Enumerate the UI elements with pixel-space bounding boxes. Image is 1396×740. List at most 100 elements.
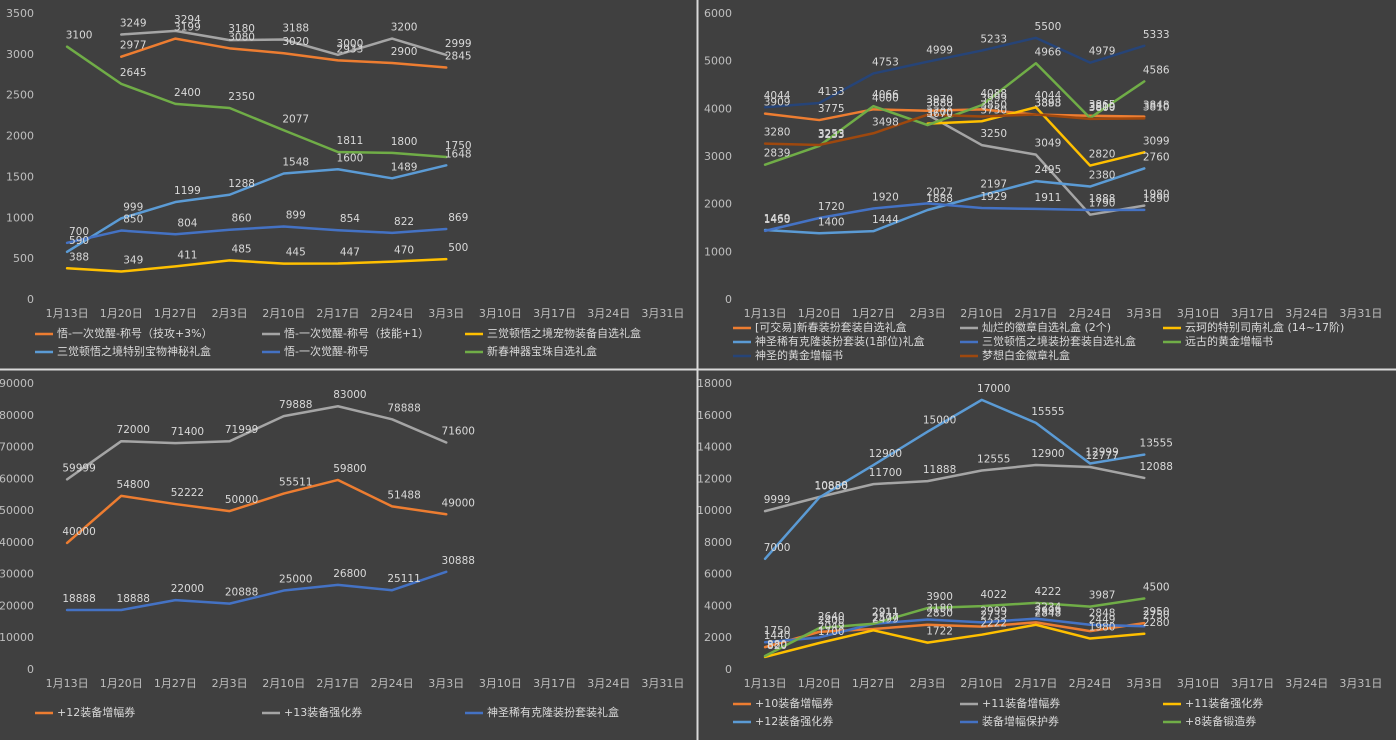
y-tick-label: 2000: [704, 631, 732, 644]
data-label: 3750: [980, 104, 1007, 116]
x-tick-label: 2月17日: [1014, 307, 1057, 320]
x-tick-label: 2月10日: [262, 677, 305, 690]
data-label: 5333: [1143, 29, 1170, 41]
data-label: 1600: [337, 152, 364, 164]
x-tick-label: 2月17日: [1014, 677, 1057, 690]
y-tick-label: 10000: [697, 504, 732, 517]
data-label: 3049: [1035, 138, 1062, 150]
x-tick-label: 3月31日: [641, 307, 684, 320]
y-tick-label: 1500: [6, 170, 34, 183]
series-line: [763, 621, 1146, 649]
data-label: 7000: [764, 542, 791, 554]
data-label: 12900: [869, 448, 902, 460]
series-line: [120, 37, 448, 69]
data-label: 3850: [980, 99, 1007, 111]
y-tick-label: 0: [27, 293, 34, 306]
legend-label: 三觉顿悟之境特别宝物神秘礼盒: [57, 344, 211, 358]
data-label: 2400: [818, 615, 845, 627]
data-label: 1980: [1143, 189, 1170, 201]
legend-label: 悟-一次觉醒-称号: [284, 344, 369, 358]
legend-label: 远古的黄金增幅书: [1185, 334, 1273, 348]
x-tick-label: 1月27日: [852, 307, 895, 320]
y-tick-label: 1000: [704, 245, 732, 258]
data-label: 4088: [980, 88, 1007, 100]
x-tick-label: 2月24日: [1069, 307, 1112, 320]
y-tick-label: 80000: [0, 409, 34, 422]
series-line: [763, 597, 1146, 658]
data-label: 2845: [445, 51, 472, 63]
data-label: 1800: [391, 136, 418, 148]
legend-label: 神圣的黄金增幅书: [755, 348, 843, 362]
y-tick-label: 50000: [0, 504, 34, 517]
data-label: 4586: [1143, 64, 1170, 76]
x-tick-label: 1月20日: [798, 307, 841, 320]
data-label: 2950: [1143, 606, 1170, 618]
data-label: 4000: [872, 92, 899, 104]
chart-panel: 0 2000 4000 6000 8000 10000 12000 14000 16000 180…: [697, 377, 1382, 728]
data-label: 1444: [872, 214, 899, 226]
data-label: 11700: [869, 467, 902, 479]
data-label: 3250: [980, 128, 1007, 140]
data-label: 50000: [225, 494, 258, 506]
data-label: 12088: [1140, 461, 1173, 473]
data-label: 79888: [279, 399, 312, 411]
data-label: 3810: [1143, 101, 1170, 113]
data-label: 2222: [980, 618, 1007, 630]
data-label: 52222: [171, 487, 204, 499]
y-tick-label: 6000: [704, 7, 732, 20]
y-tick-label: 1000: [6, 211, 34, 224]
series-line: [763, 398, 1146, 561]
data-label: 2820: [1089, 149, 1116, 161]
data-label: 1888: [1089, 193, 1116, 205]
data-label: 3180: [228, 23, 255, 35]
x-tick-label: 2月3日: [910, 307, 946, 320]
data-label: 2449: [1089, 614, 1116, 626]
series-line: [65, 225, 448, 245]
y-tick-label: 4000: [704, 102, 732, 115]
data-label: 2380: [1089, 170, 1116, 182]
data-label: 590: [69, 235, 89, 247]
data-label: 3888: [926, 98, 953, 110]
y-tick-label: 2000: [6, 130, 34, 143]
legend-label: +12装备强化券: [755, 714, 833, 728]
data-label: 349: [123, 254, 143, 266]
data-label: 25000: [279, 574, 312, 586]
data-label: 3848: [1143, 100, 1170, 112]
data-label: 2733: [980, 610, 1007, 622]
data-label: 12555: [977, 454, 1010, 466]
data-label: 3000: [337, 38, 364, 50]
data-label: 72000: [117, 424, 150, 436]
data-label: 1400: [818, 216, 845, 228]
data-label: 1489: [391, 161, 418, 173]
data-label: 3280: [764, 127, 791, 139]
data-label: 12900: [1031, 448, 1064, 460]
x-tick-label: 1月27日: [154, 307, 197, 320]
x-tick-label: 2月10日: [960, 307, 1003, 320]
data-label: 4044: [764, 90, 791, 102]
y-tick-label: 20000: [0, 599, 34, 612]
legend-label: +10装备增幅券: [755, 696, 833, 710]
data-label: 2027: [926, 186, 953, 198]
data-label: 3498: [872, 116, 899, 128]
data-label: 2350: [228, 91, 255, 103]
data-label: 1199: [174, 185, 201, 197]
x-tick-label: 3月17日: [533, 677, 576, 690]
y-tick-label: 2000: [704, 198, 732, 211]
legend-label: +8装备锻造券: [1185, 714, 1256, 728]
chart-panel: 0 500 1000 1500 2000 2500 3000 3500 1月13日 1月20日 1月…: [6, 7, 684, 358]
y-tick-label: 3500: [6, 7, 34, 20]
x-tick-label: 3月3日: [428, 677, 464, 690]
data-label: 3099: [1143, 135, 1170, 147]
x-tick-label: 3月24日: [587, 677, 630, 690]
legend-label: 神圣稀有克隆装扮套装礼盒: [487, 705, 619, 719]
x-tick-label: 3月3日: [428, 307, 464, 320]
x-tick-label: 1月13日: [46, 677, 89, 690]
data-label: 1720: [818, 201, 845, 213]
legend-label: 悟-一次觉醒-称号（技攻+3%）: [57, 326, 213, 340]
data-label: 4022: [980, 589, 1007, 601]
data-label: 854: [340, 213, 360, 225]
x-tick-label: 2月3日: [212, 677, 248, 690]
series-line: [763, 113, 1146, 147]
data-label: 3080: [228, 31, 255, 43]
